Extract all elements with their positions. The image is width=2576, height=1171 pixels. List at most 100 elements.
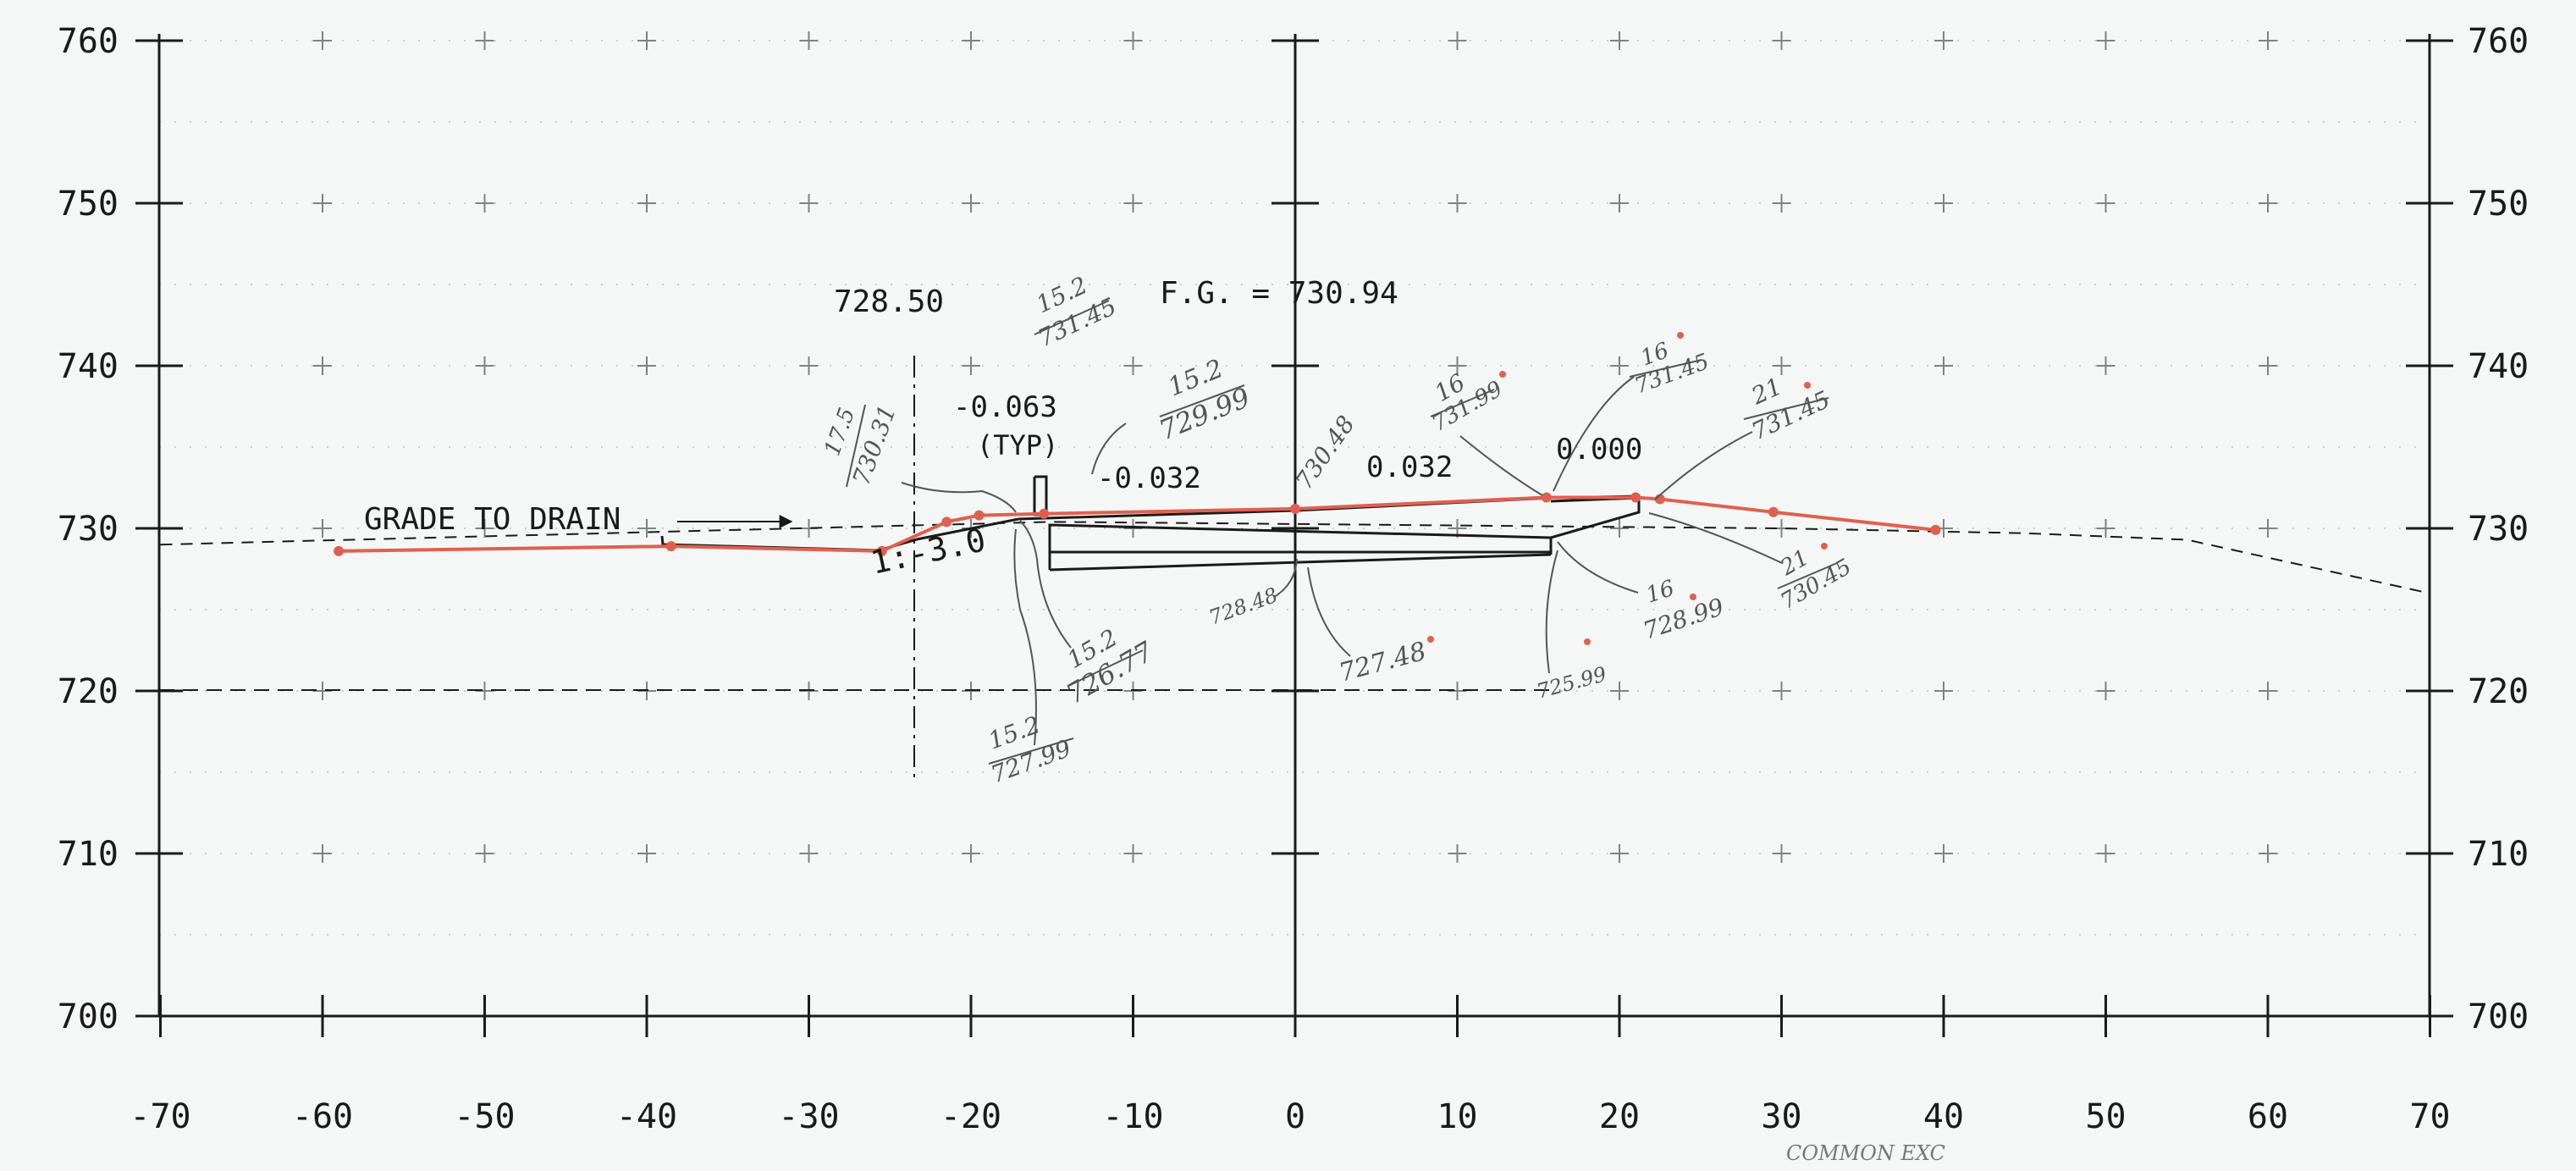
grid-cross (1934, 844, 1953, 863)
shoulder-slope: 0.000 (1556, 433, 1642, 467)
grid-cross (1448, 31, 1467, 50)
grid-cross (475, 356, 494, 375)
y-tick-label-left: 750 (58, 185, 119, 224)
grade-point (941, 516, 952, 528)
grid-cross (1123, 844, 1143, 863)
hand-note-8-bar (1067, 649, 1144, 687)
hand-note-14: 725.99 (1534, 662, 1608, 704)
grid-cross (1610, 519, 1629, 538)
y-tick-label-right: 730 (2468, 510, 2529, 549)
grid-cross (313, 31, 332, 50)
x-tick-label: -60 (292, 1097, 353, 1136)
grid-cross (637, 31, 656, 50)
hand-note-7-bar (1743, 397, 1829, 420)
y-tick-label-right: 740 (2468, 347, 2529, 386)
grid-cross (1123, 194, 1143, 213)
grid-cross (2096, 682, 2115, 700)
hand-note-6-bar (1629, 359, 1702, 378)
y-tick-label-left: 700 (58, 997, 119, 1036)
cross-slope-left: -0.063 (953, 390, 1057, 424)
grid-cross (637, 844, 656, 863)
grid-cross (475, 844, 494, 863)
y-tick-label-left: 740 (58, 347, 119, 386)
grid-cross (799, 194, 819, 213)
y-tick-label-left: 720 (58, 672, 119, 711)
grid-cross (2259, 519, 2277, 538)
grid-cross (2259, 844, 2277, 863)
x-tick-label: 20 (1599, 1097, 1640, 1136)
y-tick-label-right: 700 (2468, 997, 2529, 1036)
grid-cross (1448, 844, 1467, 863)
grid-cross (1934, 682, 1953, 700)
grid-cross (1772, 356, 1791, 375)
hand-leader-9 (1013, 528, 1037, 746)
x-tick-label: 70 (2409, 1097, 2450, 1136)
grid-cross (1772, 194, 1791, 213)
grade-point (1541, 492, 1552, 503)
grid-cross (2096, 31, 2115, 50)
hand-leader-8 (1019, 520, 1072, 649)
hand-note-9-bar (988, 737, 1074, 765)
grid-cross (962, 844, 980, 863)
y-tick-label-left: 730 (58, 510, 119, 549)
grid-cross (475, 519, 494, 538)
grid-cross (799, 31, 819, 50)
x-tick-label: -50 (454, 1097, 515, 1136)
grid-cross (1610, 682, 1629, 700)
x-tick-label: -70 (130, 1097, 190, 1136)
grid-cross (313, 356, 332, 375)
y-tick-label-right: 760 (2468, 22, 2529, 61)
grid-cross (1610, 356, 1629, 375)
grid-cross (1123, 31, 1143, 50)
grade-point (1290, 503, 1300, 514)
axis-ticks (135, 39, 2453, 1037)
grid-cross (2259, 31, 2277, 50)
grid-cross (1934, 194, 1953, 213)
grid-cross (1448, 356, 1467, 375)
x-tick-label: 10 (1437, 1097, 1477, 1136)
y-tick-label-right: 710 (2468, 835, 2529, 874)
hand-leader-13 (1648, 512, 1783, 564)
y-tick-label-left: 710 (58, 835, 119, 874)
hand-leader-10 (1273, 558, 1298, 598)
cross-slope-mid: -0.032 (1097, 461, 1201, 495)
grid-cross (2259, 356, 2277, 375)
existing-ground-line (160, 521, 2430, 594)
footer-note: COMMON EXC (1786, 1141, 1945, 1165)
x-tick-label: -20 (940, 1097, 1001, 1136)
grid-cross (962, 31, 980, 50)
x-tick-label: -30 (778, 1097, 839, 1136)
x-tick-label: 0 (1285, 1097, 1305, 1136)
grid-cross (962, 194, 980, 213)
grid-cross (1610, 31, 1629, 50)
proposed-grade-points (334, 492, 1941, 556)
hand-leader-2 (1091, 423, 1127, 475)
grid-cross (1610, 194, 1629, 213)
x-tick-labels: -70 -60 -50 -40 -30 -20 -10 0 10 20 30 40 50 60 70 (130, 1097, 2450, 1136)
grid-cross (475, 194, 494, 213)
grade-to-drain-note: GRADE TO DRAIN (364, 502, 621, 537)
grid-cross (313, 194, 332, 213)
grade-point (334, 545, 345, 556)
grade-point (1768, 506, 1779, 517)
y-tick-labels: 760 760 750 750 740 740 730 730 720 720 710 710 700 7… (58, 22, 2529, 1036)
grid-cross (2096, 356, 2115, 375)
hand-leader-3 (901, 482, 1017, 513)
grid-cross (2259, 194, 2277, 213)
hand-leader-7 (1654, 431, 1753, 500)
grid-cross (1610, 844, 1629, 863)
grid-cross (313, 844, 332, 863)
hand-note-10: 728.48 (1205, 583, 1280, 630)
crosshair-grid (313, 31, 2277, 863)
grid-cross (962, 356, 980, 375)
cross-slope-right: 0.032 (1366, 450, 1453, 484)
grade-point (876, 545, 887, 556)
x-tick-label: 30 (1761, 1097, 1801, 1136)
grid-cross (2096, 194, 2115, 213)
grid-cross (1772, 682, 1791, 700)
y-tick-label-right: 720 (2468, 672, 2529, 711)
grid-cross (313, 519, 332, 538)
x-tick-label: 40 (1923, 1097, 1964, 1136)
hand-leader-11 (1307, 566, 1351, 657)
